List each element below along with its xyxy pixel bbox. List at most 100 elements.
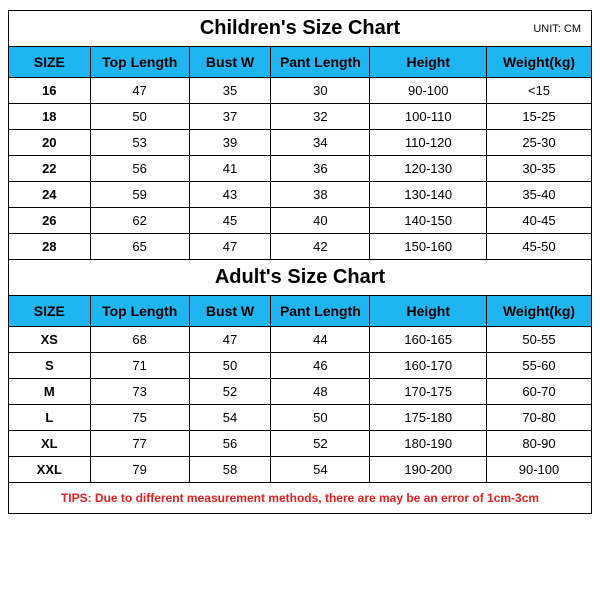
table-row: M735248170-17560-70: [9, 379, 592, 405]
table-cell: 34: [271, 130, 370, 156]
tips-text: TIPS: Due to different measurement metho…: [9, 483, 592, 514]
table-cell: 20: [9, 130, 91, 156]
children-title-row: Children's Size Chart UNIT: CM: [8, 10, 592, 46]
children-size-chart: Children's Size Chart UNIT: CM SIZE Top …: [8, 10, 592, 260]
header-weight: Weight(kg): [487, 47, 592, 78]
table-cell: 26: [9, 208, 91, 234]
table-row: L755450175-18070-80: [9, 405, 592, 431]
table-cell: 150-160: [370, 234, 487, 260]
table-cell: 120-130: [370, 156, 487, 182]
adult-table: SIZE Top Length Bust W Pant Length Heigh…: [8, 295, 592, 514]
table-cell: 39: [189, 130, 271, 156]
table-cell: 28: [9, 234, 91, 260]
adult-size-chart: Adult's Size Chart SIZE Top Length Bust …: [8, 259, 592, 514]
table-cell: 43: [189, 182, 271, 208]
table-cell: 50-55: [487, 327, 592, 353]
table-cell: 40-45: [487, 208, 592, 234]
unit-label: UNIT: CM: [533, 23, 581, 35]
table-cell: 47: [189, 234, 271, 260]
table-cell: 54: [271, 457, 370, 483]
table-cell: 52: [271, 431, 370, 457]
table-cell: 68: [90, 327, 189, 353]
table-cell: 38: [271, 182, 370, 208]
table-row: 22564136120-13030-35: [9, 156, 592, 182]
table-cell: 56: [90, 156, 189, 182]
header-pant-length: Pant Length: [271, 296, 370, 327]
table-cell: 41: [189, 156, 271, 182]
header-size: SIZE: [9, 296, 91, 327]
table-cell: 90-100: [370, 78, 487, 104]
table-cell: 46: [271, 353, 370, 379]
table-row: 28654742150-16045-50: [9, 234, 592, 260]
table-cell: 110-120: [370, 130, 487, 156]
table-cell: 22: [9, 156, 91, 182]
table-cell: 45-50: [487, 234, 592, 260]
table-cell: 47: [189, 327, 271, 353]
table-cell: 65: [90, 234, 189, 260]
table-cell: <15: [487, 78, 592, 104]
header-bust: Bust W: [189, 47, 271, 78]
table-cell: 175-180: [370, 405, 487, 431]
header-top-length: Top Length: [90, 47, 189, 78]
table-row: XS684744160-16550-55: [9, 327, 592, 353]
table-cell: 50: [189, 353, 271, 379]
table-cell: M: [9, 379, 91, 405]
header-height: Height: [370, 47, 487, 78]
table-cell: 36: [271, 156, 370, 182]
table-cell: 140-150: [370, 208, 487, 234]
table-cell: 160-165: [370, 327, 487, 353]
table-cell: 44: [271, 327, 370, 353]
table-cell: XL: [9, 431, 91, 457]
header-weight: Weight(kg): [487, 296, 592, 327]
table-cell: 56: [189, 431, 271, 457]
table-row: 1647353090-100<15: [9, 78, 592, 104]
table-cell: 15-25: [487, 104, 592, 130]
table-cell: 42: [271, 234, 370, 260]
table-row: XL775652180-19080-90: [9, 431, 592, 457]
table-cell: 79: [90, 457, 189, 483]
table-cell: 50: [90, 104, 189, 130]
table-cell: 54: [189, 405, 271, 431]
table-cell: 45: [189, 208, 271, 234]
table-cell: 24: [9, 182, 91, 208]
table-cell: 47: [90, 78, 189, 104]
table-cell: 60-70: [487, 379, 592, 405]
table-cell: L: [9, 405, 91, 431]
table-cell: 55-60: [487, 353, 592, 379]
table-cell: 40: [271, 208, 370, 234]
header-bust: Bust W: [189, 296, 271, 327]
adult-title: Adult's Size Chart: [215, 266, 385, 288]
table-cell: 50: [271, 405, 370, 431]
table-cell: 180-190: [370, 431, 487, 457]
table-cell: S: [9, 353, 91, 379]
table-cell: 37: [189, 104, 271, 130]
table-cell: 130-140: [370, 182, 487, 208]
table-cell: 35-40: [487, 182, 592, 208]
table-cell: 70-80: [487, 405, 592, 431]
header-height: Height: [370, 296, 487, 327]
header-size: SIZE: [9, 47, 91, 78]
table-cell: 59: [90, 182, 189, 208]
header-pant-length: Pant Length: [271, 47, 370, 78]
table-cell: 16: [9, 78, 91, 104]
table-row: 20533934110-12025-30: [9, 130, 592, 156]
table-cell: XXL: [9, 457, 91, 483]
table-cell: 53: [90, 130, 189, 156]
adult-title-row: Adult's Size Chart: [8, 259, 592, 295]
table-row: S715046160-17055-60: [9, 353, 592, 379]
table-row: 26624540140-15040-45: [9, 208, 592, 234]
table-cell: 77: [90, 431, 189, 457]
children-title: Children's Size Chart: [200, 17, 400, 39]
table-cell: 32: [271, 104, 370, 130]
adult-header-row: SIZE Top Length Bust W Pant Length Heigh…: [9, 296, 592, 327]
table-cell: 170-175: [370, 379, 487, 405]
table-cell: 160-170: [370, 353, 487, 379]
children-header-row: SIZE Top Length Bust W Pant Length Heigh…: [9, 47, 592, 78]
table-row: 18503732100-11015-25: [9, 104, 592, 130]
header-top-length: Top Length: [90, 296, 189, 327]
table-cell: 73: [90, 379, 189, 405]
table-cell: 75: [90, 405, 189, 431]
table-cell: 190-200: [370, 457, 487, 483]
children-table: SIZE Top Length Bust W Pant Length Heigh…: [8, 46, 592, 260]
table-row: 24594338130-14035-40: [9, 182, 592, 208]
